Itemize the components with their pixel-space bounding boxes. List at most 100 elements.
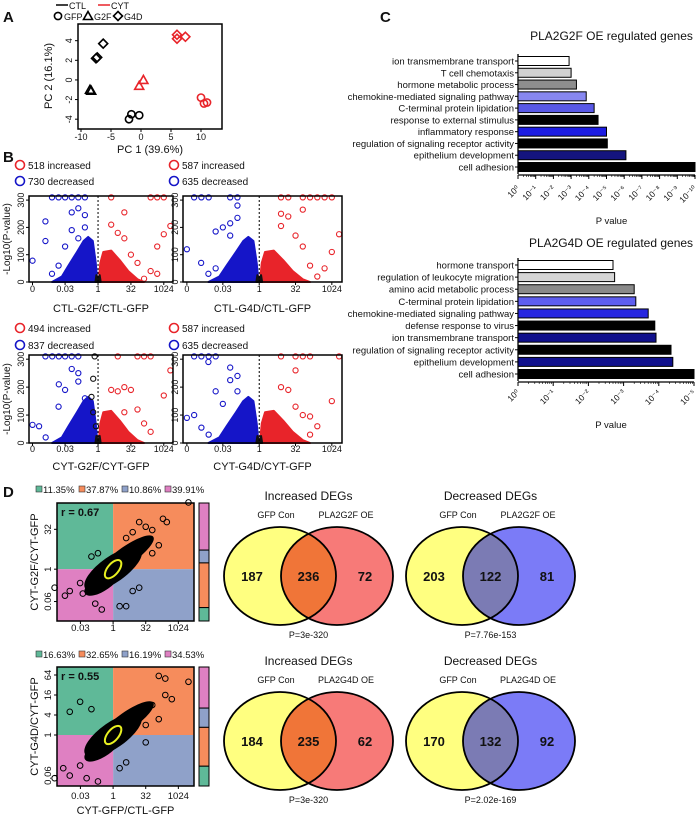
venn-count-left: 170 (423, 734, 445, 749)
pca-point (91, 51, 103, 63)
decreased-point (55, 403, 62, 410)
increased-point (108, 221, 115, 228)
x-tick-label: 10⁻⁵ (678, 387, 697, 406)
increased-point (285, 194, 292, 201)
increased-legend-icon (14, 159, 26, 171)
venn-title: Increased DEGs (264, 489, 352, 503)
venn-set-label: PLA2G2F OE (318, 510, 373, 520)
y-tick-label: 4 (64, 38, 74, 43)
unchanged-point (92, 423, 100, 430)
gene-point (185, 678, 192, 686)
increased-point (140, 275, 148, 282)
gene-point (76, 698, 84, 706)
venn-diagram: Decreased DEGs GFP Con PLA2G4D OE 170 132 92 P… (405, 654, 576, 805)
venn-overlap (281, 527, 336, 625)
bar (517, 260, 614, 270)
increased-point (292, 353, 299, 360)
x-tick-label: 10⁻² (538, 183, 557, 202)
bar (517, 114, 599, 125)
category-label: amino acid metabolic process (389, 285, 514, 296)
category-label: defense response to virus (405, 321, 514, 332)
decreased-point (212, 353, 219, 360)
plot-frame (182, 354, 343, 444)
plot-frame (56, 502, 195, 622)
venn-overlap (463, 527, 518, 625)
proportion-bar-segment (198, 607, 210, 622)
volcano-plot: 0 0.03 1 32 1024 0 100 200 300 CTL-G4D/CTL-GFP 587… (168, 159, 343, 315)
venn-count-overlap: 132 (480, 734, 502, 749)
venn-set-label: PLA2G4D OE (318, 675, 374, 685)
bar (517, 356, 674, 367)
venn-count-overlap: 235 (298, 734, 320, 749)
quadrant-legend-swatch (78, 485, 86, 493)
decreased-density (207, 395, 260, 444)
proportion-bar-segment (198, 549, 210, 564)
increased-point (154, 243, 161, 250)
increased-point (299, 206, 306, 213)
increased-point (277, 383, 285, 391)
decreased-point (219, 400, 226, 408)
venn-set-label: PLA2G4D OE (500, 675, 556, 685)
venn-diagram: Increased DEGs GFP Con PLA2G4D OE 184 235 62 P… (223, 654, 394, 805)
proportion-bar-segment (198, 707, 210, 728)
x-tick-label: 5 (168, 132, 173, 142)
decreased-point (75, 205, 82, 212)
x-tick-label: 10⁻⁶ (608, 183, 627, 202)
decreased-density (51, 395, 99, 444)
venn-set-label: GFP Con (257, 510, 294, 520)
gene-point (83, 774, 90, 782)
x-tick-label: 10⁻¹ (538, 387, 557, 406)
point-density (84, 566, 122, 596)
x-tick-label: 10 (196, 132, 206, 142)
decreased-point (190, 353, 198, 360)
decreased-point (75, 353, 82, 360)
decreased-point (197, 259, 205, 267)
x-tick-label: 10⁻³ (608, 387, 627, 406)
increased-point (277, 210, 285, 217)
legend-label: CTL (69, 1, 86, 11)
gene-point (66, 772, 74, 779)
increased-legend-icon (168, 322, 180, 334)
x-tick-label: 0 (138, 132, 143, 142)
increased-legend-icon (168, 159, 180, 171)
venn-title: Decreased DEGs (444, 654, 537, 668)
venn-count-left: 187 (241, 569, 263, 584)
gene-point (155, 672, 163, 680)
venn-outline (223, 691, 337, 791)
x-tick-label: 1 (110, 791, 115, 802)
y-tick-label: 0.06 (43, 592, 54, 611)
increased-point (299, 194, 306, 201)
correlation-label: r = 0.55 (61, 671, 99, 683)
category-label: epithelium development (414, 151, 515, 162)
chart-title: PLA2G4D OE regulated genes (529, 236, 693, 250)
increased-legend-icon (14, 322, 26, 334)
quadrant-percentage: 11.35% (43, 485, 75, 496)
y-tick-label: 2 (64, 58, 74, 63)
x-tick-label: 10⁻⁸ (644, 183, 664, 203)
quadrant-percentage: 34.53% (172, 650, 205, 661)
decreased-point (55, 262, 62, 269)
decreased-point (61, 243, 69, 250)
proportion-bar-segment (198, 502, 210, 551)
y-axis-label: CYT-G4D/CYT-GFP (29, 677, 41, 775)
decreased-point (61, 194, 69, 201)
y-tick-label: 300 (170, 193, 180, 208)
quadrant-percentage: 16.63% (43, 650, 76, 661)
x-tick-label: 1024 (154, 284, 174, 294)
x-tick-label: 10⁻¹ (520, 183, 539, 202)
y-tick-label: 300 (170, 352, 180, 367)
gene-point (59, 764, 67, 772)
y-tick-label: 0.06 (43, 766, 54, 785)
panel-label-d: D (3, 484, 14, 501)
unchanged-point (88, 393, 95, 401)
venn-outline (223, 526, 337, 626)
decreased-point (42, 218, 49, 225)
legend-label: G2F (94, 12, 112, 22)
x-tick-label: 32 (291, 444, 301, 454)
pca-point (171, 33, 183, 45)
y-axis-label: -Log10(P-value) (2, 363, 13, 435)
decreased-density (51, 235, 99, 283)
gene-point (135, 518, 143, 526)
decreased-point (42, 434, 49, 441)
increased-point (292, 367, 299, 374)
